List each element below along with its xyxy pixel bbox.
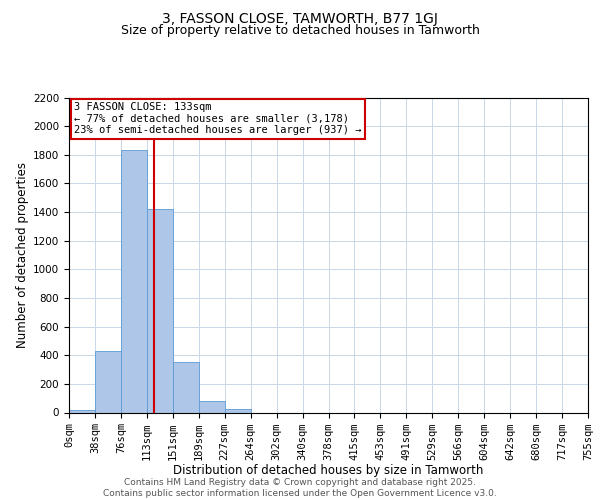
Text: 3, FASSON CLOSE, TAMWORTH, B77 1GJ: 3, FASSON CLOSE, TAMWORTH, B77 1GJ <box>162 12 438 26</box>
Bar <box>69 410 95 412</box>
X-axis label: Distribution of detached houses by size in Tamworth: Distribution of detached houses by size … <box>173 464 484 477</box>
Text: 3 FASSON CLOSE: 133sqm
← 77% of detached houses are smaller (3,178)
23% of semi-: 3 FASSON CLOSE: 133sqm ← 77% of detached… <box>74 102 362 136</box>
Bar <box>173 362 199 412</box>
Bar <box>147 209 173 412</box>
Text: Size of property relative to detached houses in Tamworth: Size of property relative to detached ho… <box>121 24 479 37</box>
Bar <box>225 410 251 412</box>
Bar <box>199 401 224 412</box>
Bar <box>121 150 147 412</box>
Text: Contains HM Land Registry data © Crown copyright and database right 2025.
Contai: Contains HM Land Registry data © Crown c… <box>103 478 497 498</box>
Bar <box>95 351 121 412</box>
Y-axis label: Number of detached properties: Number of detached properties <box>16 162 29 348</box>
